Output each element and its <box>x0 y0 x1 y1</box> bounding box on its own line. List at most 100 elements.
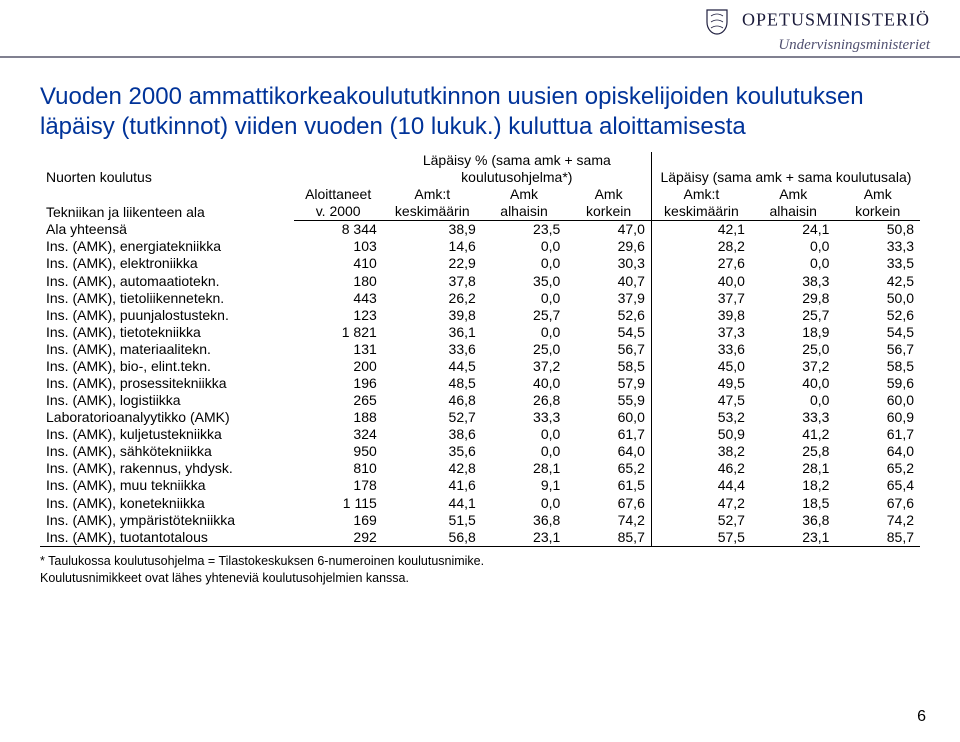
table-cell: 33,3 <box>751 409 836 426</box>
table-cell: Ins. (AMK), logistiikka <box>40 392 294 409</box>
table-cell: 1 821 <box>294 324 383 341</box>
table-cell: 74,2 <box>566 512 651 529</box>
table-row: Ins. (AMK), elektroniikka41022,90,030,32… <box>40 255 920 272</box>
table-cell: 33,5 <box>835 255 920 272</box>
table-cell: 41,6 <box>383 477 482 494</box>
footnote-1: * Taulukossa koulutusohjelma = Tilastoke… <box>40 553 920 571</box>
table-cell: 35,6 <box>383 443 482 460</box>
table-cell: 42,8 <box>383 460 482 477</box>
table-cell: 52,6 <box>835 307 920 324</box>
table-cell: 25,8 <box>751 443 836 460</box>
page-number: 6 <box>917 708 926 726</box>
table-cell: Ins. (AMK), materiaalitekn. <box>40 341 294 358</box>
table-cell: 25,0 <box>482 341 567 358</box>
table-cell: 52,7 <box>383 409 482 426</box>
table-cell: Ins. (AMK), elektroniikka <box>40 255 294 272</box>
table-cell: Ins. (AMK), energiatekniikka <box>40 238 294 255</box>
table-row: Ins. (AMK), konetekniikka1 11544,10,067,… <box>40 495 920 512</box>
slide-title: Vuoden 2000 ammattikorkeakoulututkinnon … <box>40 82 920 142</box>
table-cell: 37,3 <box>651 324 751 341</box>
coat-of-arms-icon <box>704 8 730 36</box>
corner-label: Nuorten koulutus <box>40 152 294 186</box>
table-cell: 33,6 <box>651 341 751 358</box>
table-cell: Ins. (AMK), sähkötekniikka <box>40 443 294 460</box>
table-cell: 65,4 <box>835 477 920 494</box>
table-cell: 950 <box>294 443 383 460</box>
table-cell: 188 <box>294 409 383 426</box>
table-cell: 64,0 <box>566 443 651 460</box>
table-cell: 25,7 <box>751 307 836 324</box>
table-cell: 54,5 <box>566 324 651 341</box>
table-cell: 18,2 <box>751 477 836 494</box>
table-cell: Ins. (AMK), muu tekniikka <box>40 477 294 494</box>
table-cell: 0,0 <box>482 238 567 255</box>
table-cell: 410 <box>294 255 383 272</box>
table-row: Ins. (AMK), automaatiotekn.18037,835,040… <box>40 273 920 290</box>
table-cell: Ins. (AMK), bio-, elint.tekn. <box>40 358 294 375</box>
table-cell: 265 <box>294 392 383 409</box>
table-cell: 57,5 <box>651 529 751 547</box>
table-cell: 18,5 <box>751 495 836 512</box>
table-cell: 52,7 <box>651 512 751 529</box>
table-cell: 27,6 <box>651 255 751 272</box>
table-cell: 50,8 <box>835 221 920 239</box>
table-cell: 85,7 <box>566 529 651 547</box>
table-cell: 67,6 <box>566 495 651 512</box>
table-row: Ins. (AMK), prosessitekniikka19648,540,0… <box>40 375 920 392</box>
table-cell: 23,1 <box>751 529 836 547</box>
table-cell: Ins. (AMK), konetekniikka <box>40 495 294 512</box>
table-cell: 29,6 <box>566 238 651 255</box>
table-cell: 40,7 <box>566 273 651 290</box>
table-cell: 56,7 <box>566 341 651 358</box>
table-cell: 49,5 <box>651 375 751 392</box>
table-cell: 28,1 <box>482 460 567 477</box>
table-cell: 50,9 <box>651 426 751 443</box>
table-cell: 1 115 <box>294 495 383 512</box>
table-cell: 0,0 <box>482 495 567 512</box>
table-cell: 54,5 <box>835 324 920 341</box>
table-cell: 61,7 <box>566 426 651 443</box>
table-cell: 36,1 <box>383 324 482 341</box>
table-cell: 180 <box>294 273 383 290</box>
table-cell: 57,9 <box>566 375 651 392</box>
table-cell: 37,2 <box>751 358 836 375</box>
table-cell: 42,1 <box>651 221 751 239</box>
table-cell: 37,8 <box>383 273 482 290</box>
table-row: Ins. (AMK), materiaalitekn.13133,625,056… <box>40 341 920 358</box>
table-cell: 39,8 <box>651 307 751 324</box>
col-aloittaneet-l1: Aloittaneet <box>294 186 383 203</box>
table-cell: 46,8 <box>383 392 482 409</box>
table-cell: 0,0 <box>751 392 836 409</box>
table-cell: 85,7 <box>835 529 920 547</box>
table-cell: 61,5 <box>566 477 651 494</box>
table-cell: 324 <box>294 426 383 443</box>
table-cell: 60,9 <box>835 409 920 426</box>
row-label-header: Tekniikan ja liikenteen ala <box>40 186 294 221</box>
table-cell: 60,0 <box>566 409 651 426</box>
table-row: Ins. (AMK), tuotantotalous29256,823,185,… <box>40 529 920 547</box>
table-cell: 37,7 <box>651 290 751 307</box>
data-table-wrap: Nuorten koulutus Läpäisy % (sama amk + s… <box>40 152 920 547</box>
table-cell: 46,2 <box>651 460 751 477</box>
slide-page: OPETUSMINISTERIÖ Undervisningsministerie… <box>0 0 960 742</box>
footnote-2: Koulutusnimikkeet ovat lähes yhteneviä k… <box>40 570 920 588</box>
table-cell: Ins. (AMK), automaatiotekn. <box>40 273 294 290</box>
table-cell: 42,5 <box>835 273 920 290</box>
table-cell: 30,3 <box>566 255 651 272</box>
table-cell: 74,2 <box>835 512 920 529</box>
table-cell: 47,5 <box>651 392 751 409</box>
table-cell: 292 <box>294 529 383 547</box>
table-cell: 48,5 <box>383 375 482 392</box>
table-cell: 44,1 <box>383 495 482 512</box>
table-cell: 64,0 <box>835 443 920 460</box>
table-cell: 44,4 <box>651 477 751 494</box>
ministry-name-sv: Undervisningsministeriet <box>778 37 930 53</box>
table-cell: Ins. (AMK), kuljetustekniikka <box>40 426 294 443</box>
ministry-name-fi: OPETUSMINISTERIÖ <box>742 10 930 30</box>
table-cell: 810 <box>294 460 383 477</box>
table-cell: 53,2 <box>651 409 751 426</box>
table-cell: 58,5 <box>835 358 920 375</box>
table-cell: 26,2 <box>383 290 482 307</box>
table-cell: 44,5 <box>383 358 482 375</box>
table-cell: 123 <box>294 307 383 324</box>
